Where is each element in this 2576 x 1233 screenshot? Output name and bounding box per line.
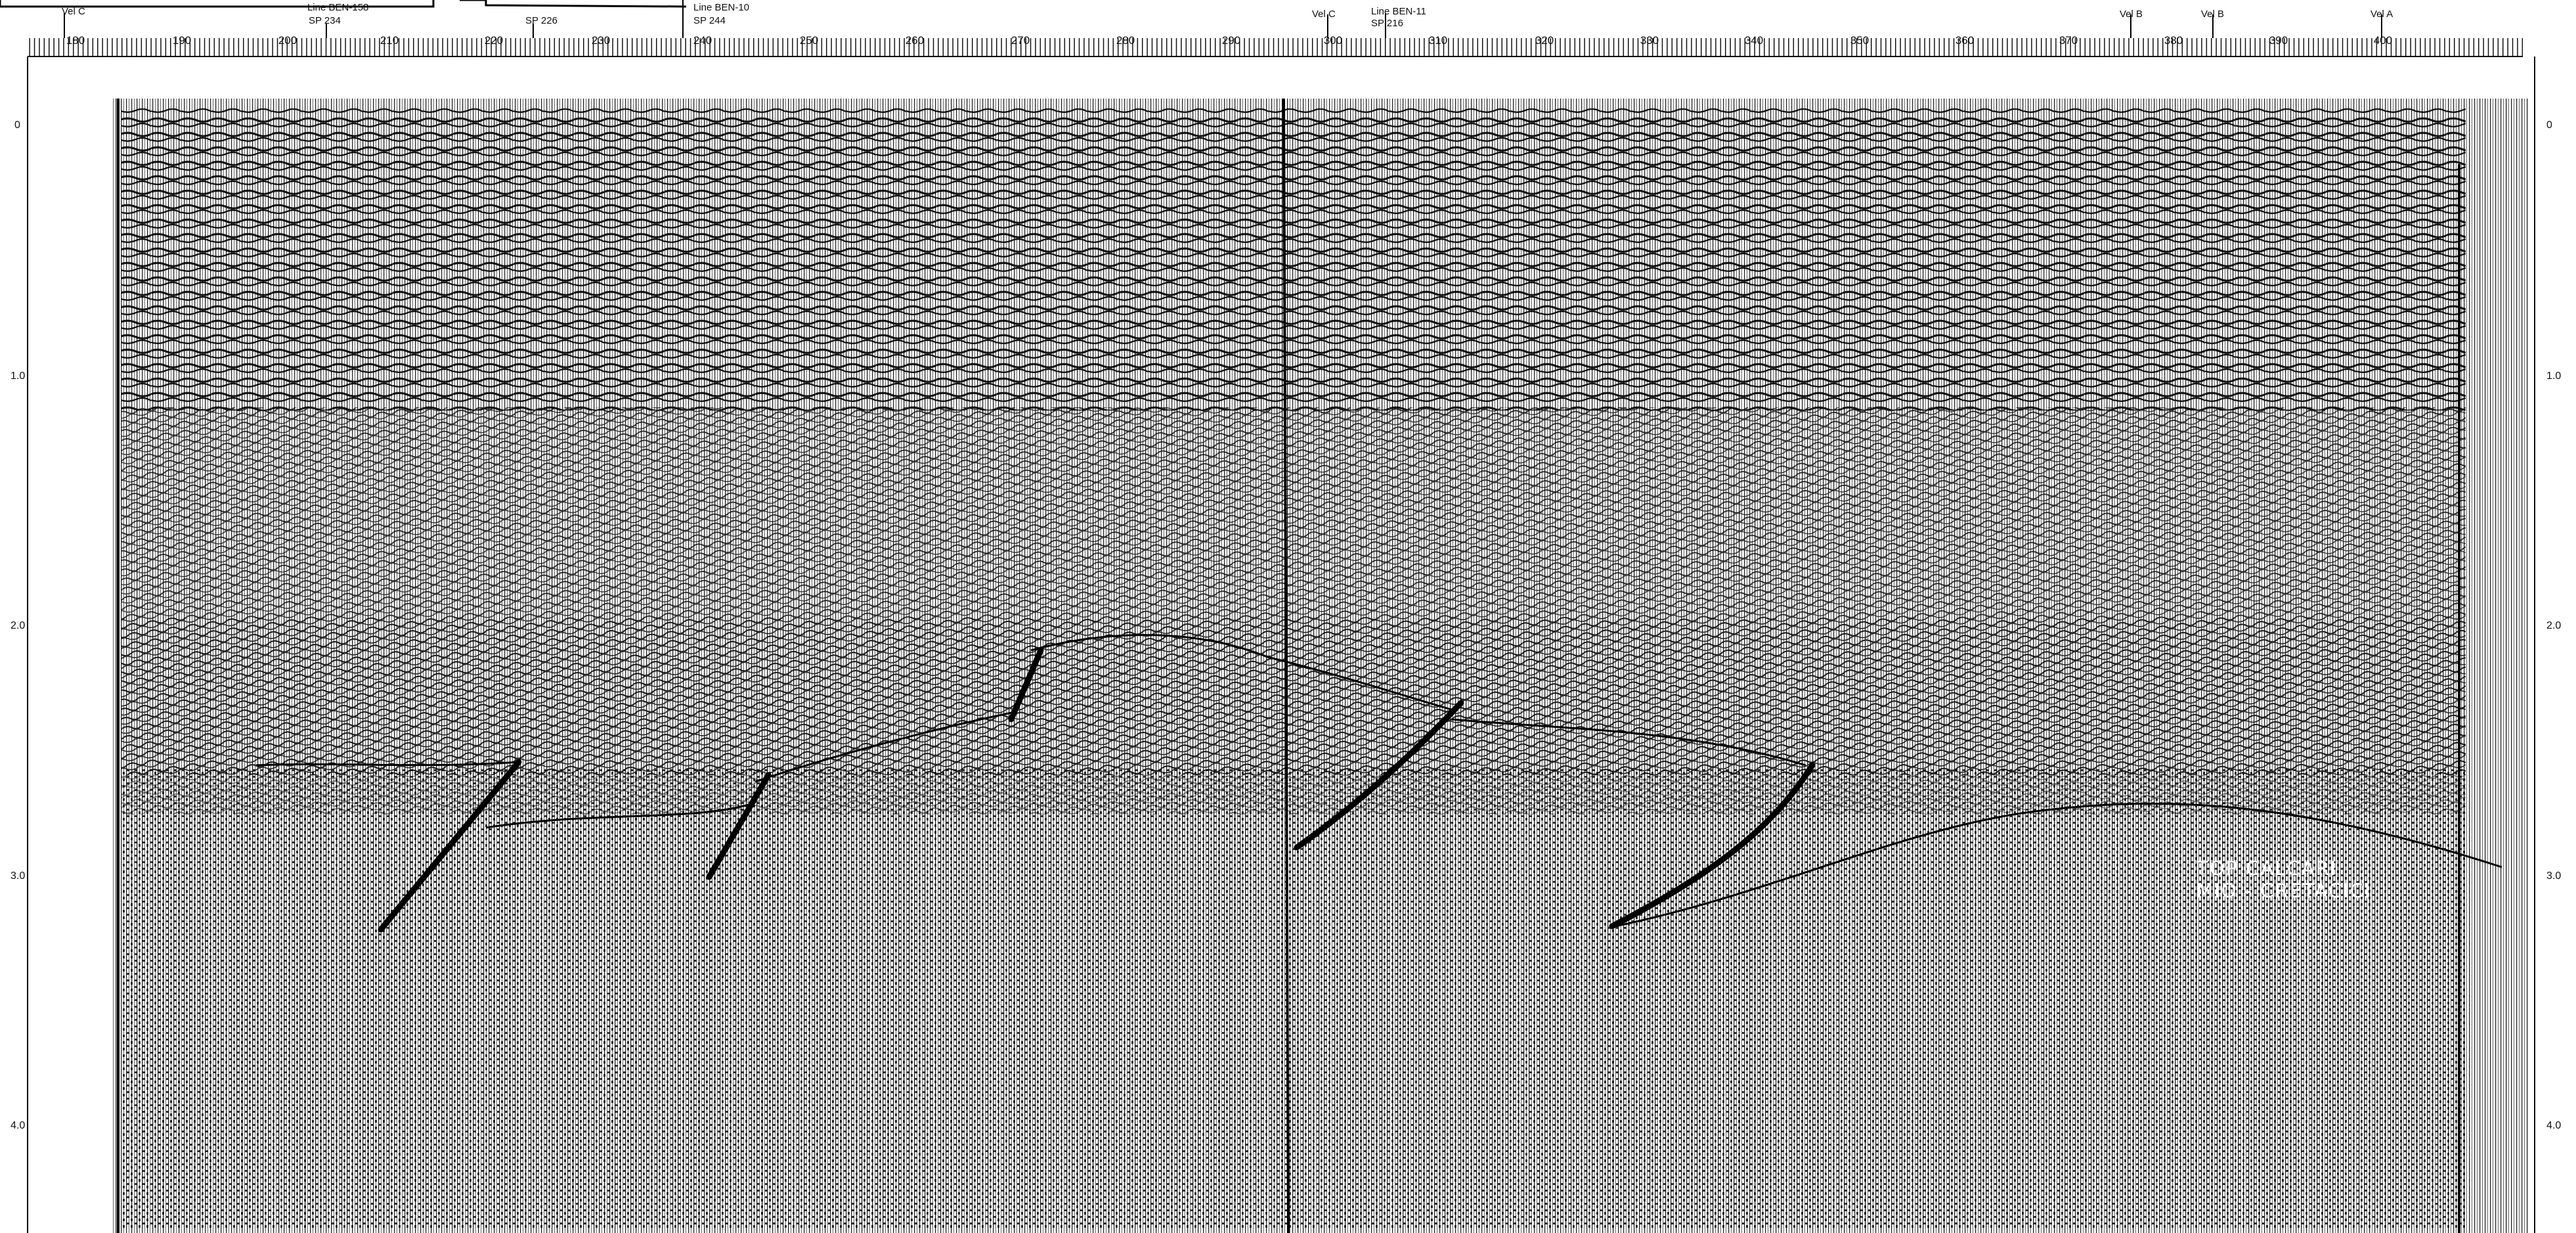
top-tick-bar [28,38,2523,57]
sp-number: 340 [1744,34,1764,47]
vel-a-label: Vel A [2370,9,2393,20]
time-label-left: 0 [14,120,20,131]
sp-number: 300 [1323,34,1343,47]
time-label-right: 0 [2546,120,2552,131]
formation-label-line2: MIO - CRETACICI [2196,880,2372,902]
sp-number: 330 [1640,34,1659,47]
interpreted-horizon [255,634,2502,928]
formation-label: TOP CALCARI MIO - CRETACICI [2196,857,2393,902]
sp-number: 260 [905,34,925,47]
formation-label-line1: TOP CALCARI [2196,857,2338,880]
ben10-sp-label: SP 244 [693,15,726,26]
sp-number: 230 [591,34,611,47]
sp-number: 280 [1116,34,1135,47]
time-label-right: 4.0 [2546,1120,2562,1131]
vel-c-left-label: Vel C [62,6,85,17]
sp-number: 380 [2164,34,2183,47]
sp-number: 320 [1535,34,1554,47]
sp-number: 240 [693,34,712,47]
sp-number: 350 [1850,34,1869,47]
sp-number: 370 [2059,34,2078,47]
sp-number: 390 [2269,34,2288,47]
ben158-line-label: Line BEN-158 [307,2,369,13]
time-label-left: 1.0 [11,370,26,382]
time-label-left: 4.0 [11,1120,26,1131]
trace-field [112,99,2528,1233]
sp-number: 400 [2373,34,2393,47]
fault-lines [378,647,1816,933]
time-label-right: 2.0 [2546,620,2562,631]
sp-number: 310 [1428,34,1448,47]
time-label-right: 1.0 [2546,370,2562,382]
sp-number: 220 [484,34,504,47]
sp-number: 190 [172,34,192,47]
vel-b-2-label: Vel B [2201,9,2225,20]
time-label-left: 2.0 [11,620,26,631]
sp-number: 180 [66,34,85,47]
sp-number: 200 [278,34,297,47]
sp226-label: SP 226 [525,15,557,26]
sp-number: 250 [799,34,819,47]
sp-number: 360 [1955,34,1975,47]
vertical-marker-lines [64,0,2382,38]
ben158-sp-label: SP 234 [309,15,341,26]
time-label-right: 3.0 [2546,870,2562,882]
sp-number: 270 [1011,34,1030,47]
panel-edge-lines [117,98,2460,1233]
ben11-line-label: Line BEN-11 [1371,6,1426,17]
ben10-line-label: Line BEN-10 [693,2,750,13]
vel-b-1-label: Vel B [2120,9,2143,20]
vel-c-mid-label: Vel C [1312,9,1336,20]
ben11-sp-label: SP 216 [1371,18,1403,29]
sp-number: 290 [1221,34,1241,47]
header-frame [0,0,687,8]
sp-number: 210 [380,34,399,47]
time-label-left: 3.0 [11,870,26,882]
